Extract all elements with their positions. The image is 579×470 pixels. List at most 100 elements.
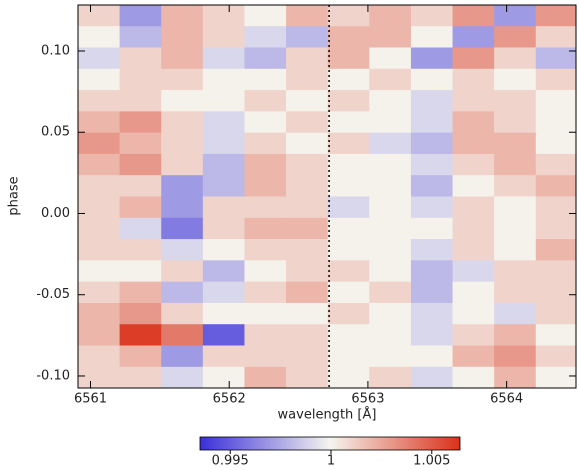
heatmap-cell [244, 132, 287, 155]
heatmap-cell [202, 345, 245, 368]
heatmap-cell [535, 5, 576, 27]
heatmap-cell [327, 90, 370, 112]
heatmap-cell [244, 302, 287, 325]
heatmap-cell [494, 345, 537, 368]
heatmap-cell [535, 302, 576, 325]
heatmap-cell [202, 302, 245, 325]
heatmap-cell [369, 47, 412, 70]
heatmap-cell [161, 111, 204, 134]
heatmap-cell [410, 5, 454, 27]
heatmap-cell [410, 175, 454, 197]
heatmap-cell [327, 153, 370, 176]
heatmap-cell [202, 366, 245, 388]
heatmap-cell [410, 302, 454, 325]
colorbar-tick-label: 0.995 [212, 454, 249, 469]
heatmap-cell [410, 366, 454, 388]
heatmap-cell [535, 260, 576, 283]
heatmap-cell [327, 217, 370, 240]
heatmap-cell [369, 111, 412, 134]
heatmap-cell [452, 281, 495, 304]
heatmap-cell [369, 196, 412, 219]
heatmap-cell [161, 217, 204, 240]
heatmap-cell [78, 68, 121, 91]
heatmap-cell [78, 26, 121, 48]
heatmap-cell [161, 175, 204, 197]
heatmap-cell [202, 5, 245, 27]
heatmap-cell [161, 366, 204, 388]
heatmap-cell [244, 196, 287, 219]
heatmap-cell [452, 345, 495, 368]
heatmap-cell [244, 68, 287, 91]
heatmap-cell [494, 366, 537, 388]
heatmap-cell [369, 366, 412, 388]
heatmap-cell [535, 324, 576, 347]
heatmap-cell [78, 302, 121, 325]
heatmap-cell [410, 281, 454, 304]
heatmap-cell [535, 132, 576, 155]
heatmap-cell [119, 345, 162, 368]
heatmap-cell [327, 196, 370, 219]
heatmap-cell [410, 260, 454, 283]
heatmap-cell [494, 175, 537, 197]
colorbar-tick-label: 1 [327, 454, 335, 469]
heatmap-cell [78, 345, 121, 368]
heatmap-cell [202, 196, 245, 219]
heatmap-cell [369, 281, 412, 304]
heatmap-cell [119, 26, 162, 48]
heatmap-cell [161, 196, 204, 219]
heatmap-cell [410, 217, 454, 240]
y-tick-label: 0.00 [41, 206, 70, 221]
heatmap-cell [78, 196, 121, 219]
heatmap-cell [535, 26, 576, 48]
colorbar-tick-label: 1.005 [413, 454, 450, 469]
heatmap-cell [119, 111, 162, 134]
heatmap-cell [535, 47, 576, 70]
heatmap-cell [286, 26, 329, 48]
heatmap-cell [244, 111, 287, 134]
heatmap-cell [286, 260, 329, 283]
heatmap-cell [78, 366, 121, 388]
heatmap-cell [161, 153, 204, 176]
heatmap-cell [369, 68, 412, 91]
heatmap-cell [286, 153, 329, 176]
heatmap-cell [202, 132, 245, 155]
heatmap-cell [452, 47, 495, 70]
heatmap-cell [369, 175, 412, 197]
heatmap-cell [119, 239, 162, 261]
heatmap-cell [119, 132, 162, 155]
heatmap-cell [119, 217, 162, 240]
heatmap-cell [535, 217, 576, 240]
y-tick-label: -0.05 [36, 287, 70, 302]
heatmap-cell [78, 90, 121, 112]
heatmap-cell [78, 260, 121, 283]
heatmap-cell [452, 26, 495, 48]
heatmap-cell [202, 47, 245, 70]
heatmap-cell [202, 281, 245, 304]
heatmap-cell [535, 175, 576, 197]
heatmap-cell [119, 281, 162, 304]
heatmap-cell [452, 5, 495, 27]
heatmap-cell [161, 5, 204, 27]
heatmap-cell [494, 90, 537, 112]
heatmap-cell [369, 345, 412, 368]
heatmap-cell [202, 175, 245, 197]
plot-frame [77, 4, 577, 389]
heatmap-cell [327, 324, 370, 347]
heatmap-cell [161, 324, 204, 347]
heatmap-cell [410, 153, 454, 176]
heatmap-cell [202, 111, 245, 134]
heatmap-cell [535, 366, 576, 388]
heatmap-cell [327, 26, 370, 48]
x-tick-label: 6562 [213, 392, 246, 407]
heatmap-cell [161, 302, 204, 325]
heatmap-cell [244, 260, 287, 283]
heatmap-cell [452, 111, 495, 134]
heatmap-cell [452, 132, 495, 155]
y-tick-label: -0.10 [36, 368, 70, 383]
heatmap-cell [78, 111, 121, 134]
heatmap-cell [452, 366, 495, 388]
heatmap-cell [286, 281, 329, 304]
heatmap-cell [494, 217, 537, 240]
heatmap-cell [327, 260, 370, 283]
heatmap-cell [410, 345, 454, 368]
